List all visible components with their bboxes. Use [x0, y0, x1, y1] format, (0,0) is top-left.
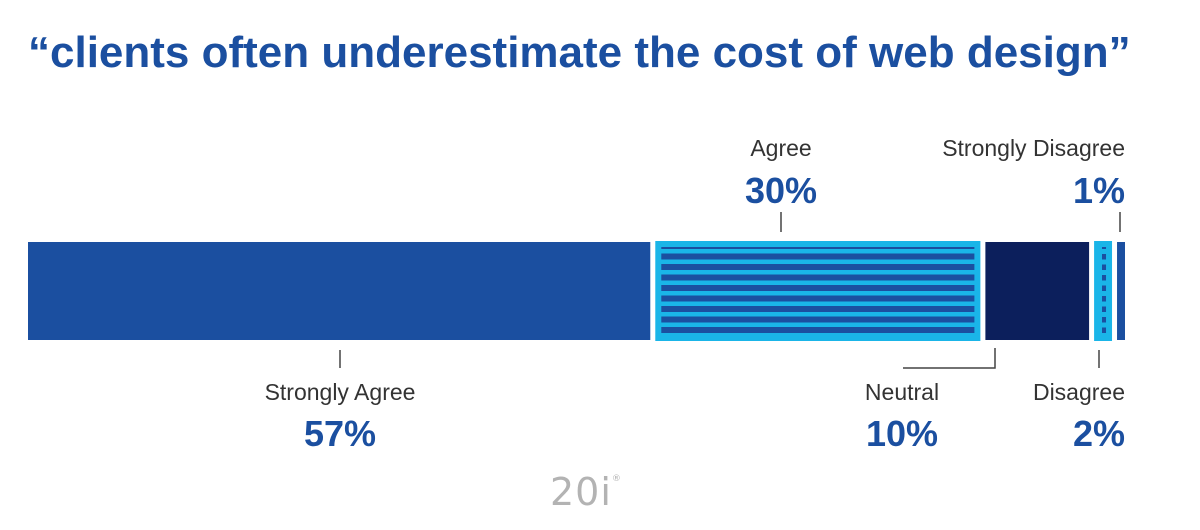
bar-segment-agree: [656, 242, 980, 340]
label-strongly-agree: Strongly Agree: [265, 379, 416, 405]
logo-text: 20i: [550, 470, 612, 514]
label-neutral: Neutral: [865, 379, 939, 405]
bar-segment-border-agree: [655, 241, 981, 341]
leader-neutral: [903, 348, 996, 369]
value-strongly-disagree: 1%: [1073, 170, 1125, 211]
label-agree: Agree: [750, 135, 811, 161]
value-disagree: 2%: [1073, 413, 1125, 454]
label-strongly-disagree: Strongly Disagree: [942, 135, 1125, 161]
label-disagree: Disagree: [1033, 379, 1125, 405]
stacked-bar-chart: Strongly Agree 57% Agree 30% Neutral 10% Disag…: [28, 135, 1125, 454]
bar-segment-neutral: [985, 242, 1090, 340]
brand-logo: 20i®: [550, 470, 622, 514]
value-strongly-agree: 57%: [304, 413, 376, 454]
chart-title: “clients often underestimate the cost of…: [28, 28, 1131, 77]
value-agree: 30%: [745, 170, 817, 211]
bar-segment-strongly-agree: [28, 242, 651, 340]
registered-mark: ®: [611, 474, 622, 484]
bar-segment-strongly-disagree: [1117, 242, 1125, 340]
bar-segment-border-disagree: [1094, 241, 1113, 341]
value-neutral: 10%: [866, 413, 938, 454]
